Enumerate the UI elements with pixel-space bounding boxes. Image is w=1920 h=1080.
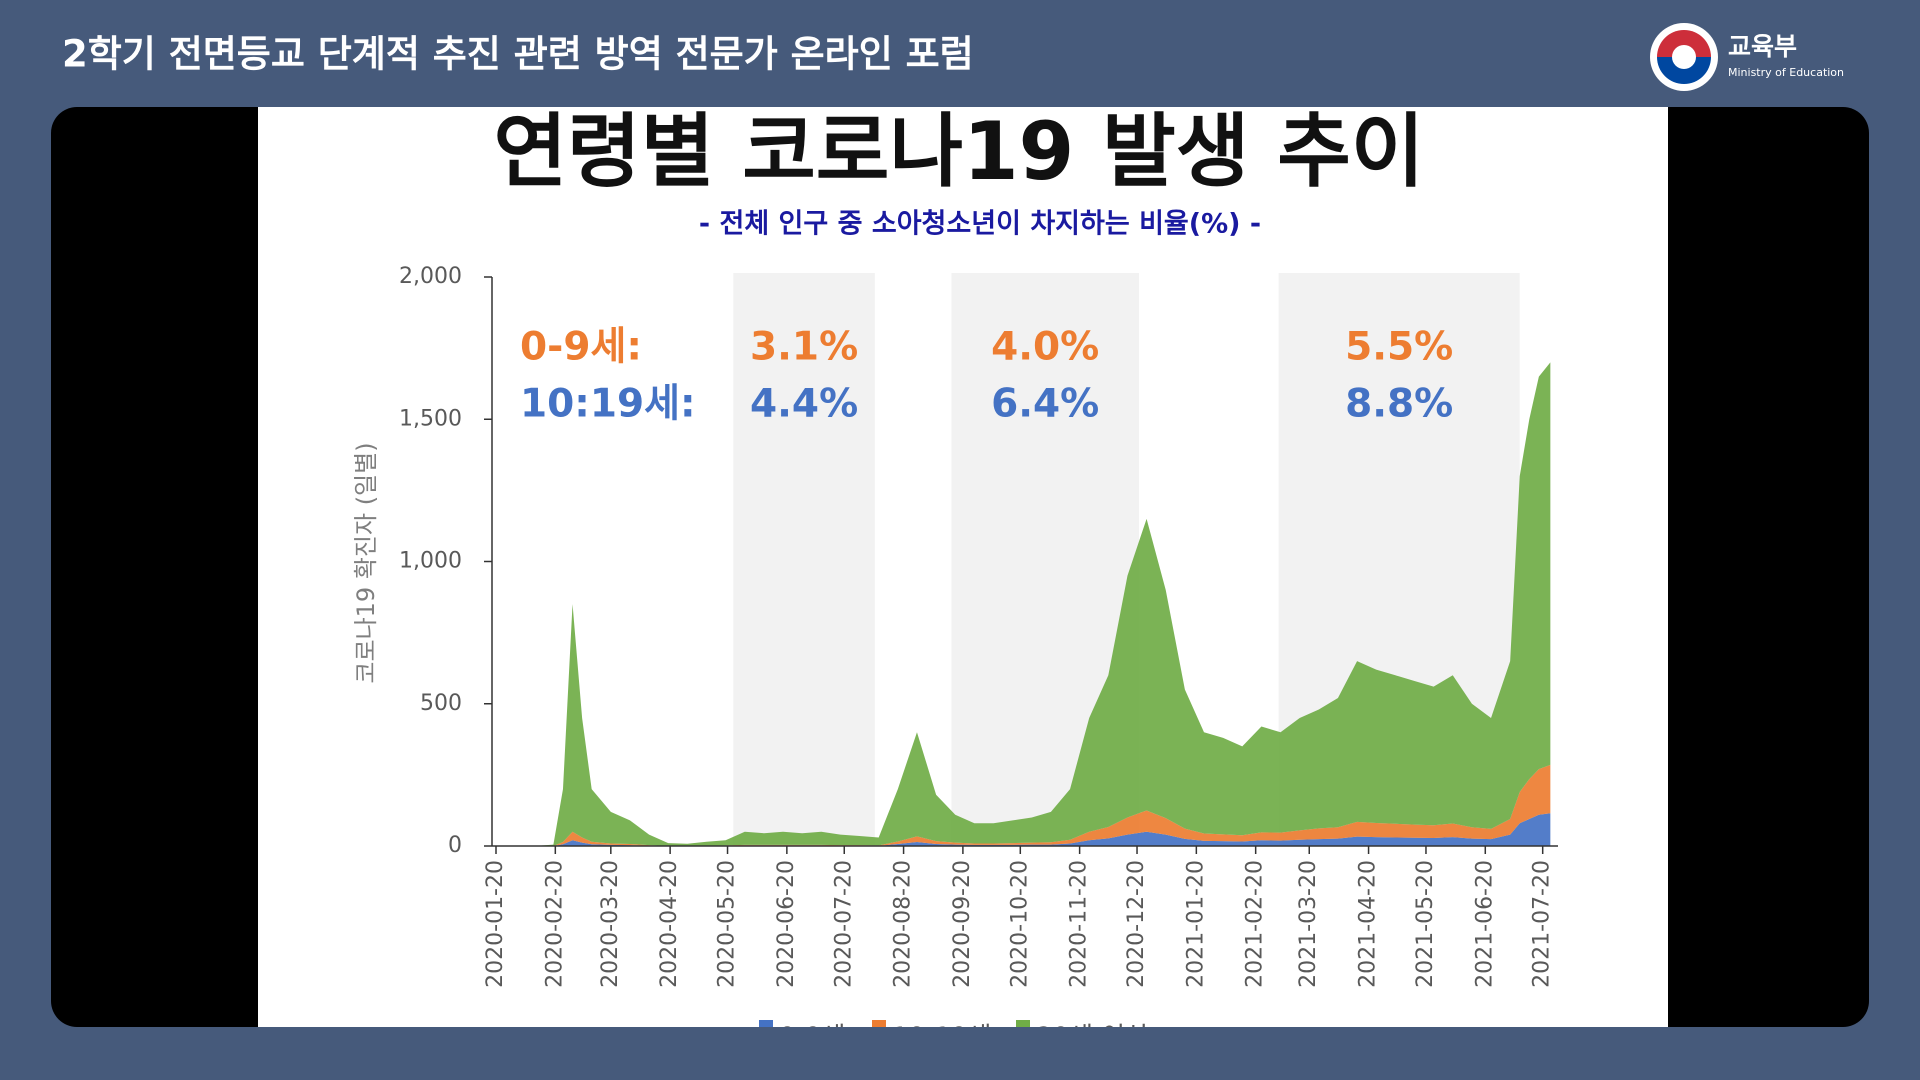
y-tick-label: 500 [420, 691, 462, 716]
legend-label: 10-19세 [892, 1023, 991, 1053]
y-tick-label: 0 [448, 833, 462, 858]
period-label: 6.4% [991, 382, 1099, 427]
y-tick-label: 1,500 [399, 406, 462, 431]
x-tick-label: 2020-06-20 [774, 860, 799, 988]
logo-name: 교육부 [1728, 32, 1797, 61]
x-tick-label: 2020-02-20 [542, 860, 567, 988]
x-tick-label: 2020-03-20 [598, 860, 623, 988]
area [496, 813, 1551, 846]
x-tick-label: 2020-05-20 [715, 860, 740, 988]
logo-center [1672, 45, 1696, 69]
period-label: 3.1% [750, 325, 858, 370]
group-label: 10:19세: [520, 382, 696, 427]
x-tick-label: 2020-12-20 [1124, 860, 1149, 988]
x-tick-label: 2020-10-20 [1007, 860, 1032, 988]
chart: 연령별 코로나19 발생 추이 - 전체 인구 중 소아청소년이 차지하는 비율… [352, 105, 1558, 1053]
logo-subtitle: Ministry of Education [1728, 66, 1844, 79]
y-tick-label: 1,000 [399, 549, 462, 574]
logo-red [1657, 30, 1711, 57]
period-label: 8.8% [1345, 382, 1453, 427]
legend-swatch [759, 1020, 773, 1027]
chart-subtitle: - 전체 인구 중 소아청소년이 차지하는 비율(%) - [699, 209, 1261, 240]
x-tick-label: 2021-07-20 [1530, 860, 1555, 988]
period-label: 4.4% [750, 382, 858, 427]
group-label: 0-9세: [520, 325, 642, 370]
logo-blue [1657, 57, 1711, 84]
legend-swatch [872, 1020, 886, 1027]
y-tick-label: 2,000 [399, 264, 462, 289]
x-tick-label: 2020-08-20 [891, 860, 916, 988]
x-tick-label: 2021-02-20 [1243, 860, 1268, 988]
x-tick-label: 2021-01-20 [1183, 860, 1208, 988]
period-label: 5.5% [1345, 325, 1453, 370]
x-tick-label: 2020-01-20 [483, 860, 508, 988]
period-label: 4.0% [991, 325, 1099, 370]
legend-swatch [1016, 1020, 1030, 1027]
x-tick-label: 2020-04-20 [657, 860, 682, 988]
chart-title: 연령별 코로나19 발생 추이 [494, 105, 1425, 198]
logo [1650, 23, 1718, 91]
x-tick-label: 2021-05-20 [1413, 860, 1438, 988]
legend-label: 0-9세 [779, 1023, 845, 1053]
area [496, 362, 1551, 846]
x-tick-label: 2021-04-20 [1356, 860, 1381, 988]
x-tick-label: 2020-07-20 [831, 860, 856, 988]
forum-title: 2학기 전면등교 단계적 추진 관련 방역 전문가 온라인 포럼 [62, 33, 974, 76]
x-tick-label: 2020-11-20 [1067, 860, 1092, 988]
x-tick-label: 2020-09-20 [950, 860, 975, 988]
x-tick-label: 2021-03-20 [1296, 860, 1321, 988]
x-tick-label: 2021-06-20 [1472, 860, 1497, 988]
legend-label: 20세 이상 [1036, 1023, 1149, 1053]
period-band [733, 273, 875, 846]
y-axis-label: 코로나19 확진자 (일별) [352, 442, 380, 683]
